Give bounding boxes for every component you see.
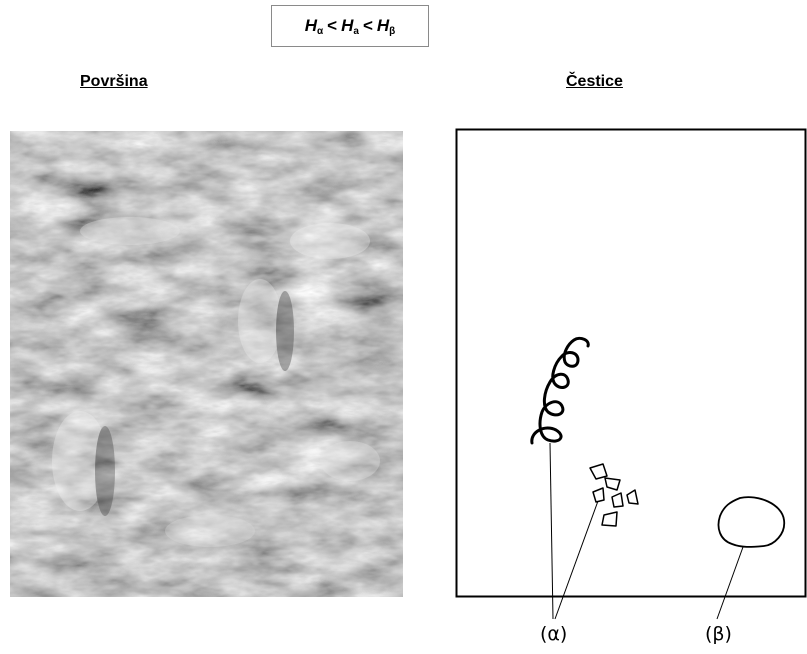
spiral-chip-particle [530,336,590,445]
formula-h-alpha: Hα [304,16,324,37]
beta-label: (β) [705,623,732,645]
rounded-particle [717,496,786,548]
particles-heading: Čestice [566,73,623,90]
formula-less-than-1: < [327,16,338,35]
hardness-formula-box: Hα < Ha < Hβ [271,5,429,47]
leader-lines [549,442,744,620]
surface-micrograph [10,131,403,597]
alpha-label: (α) [540,623,568,645]
formula-less-than-2: < [362,16,373,35]
small-angular-particles [589,463,639,527]
particles-frame [455,128,807,598]
formula-h-beta: Hβ [376,16,396,37]
formula-h-a: Ha [341,16,359,37]
surface-heading: Površina [80,73,148,90]
